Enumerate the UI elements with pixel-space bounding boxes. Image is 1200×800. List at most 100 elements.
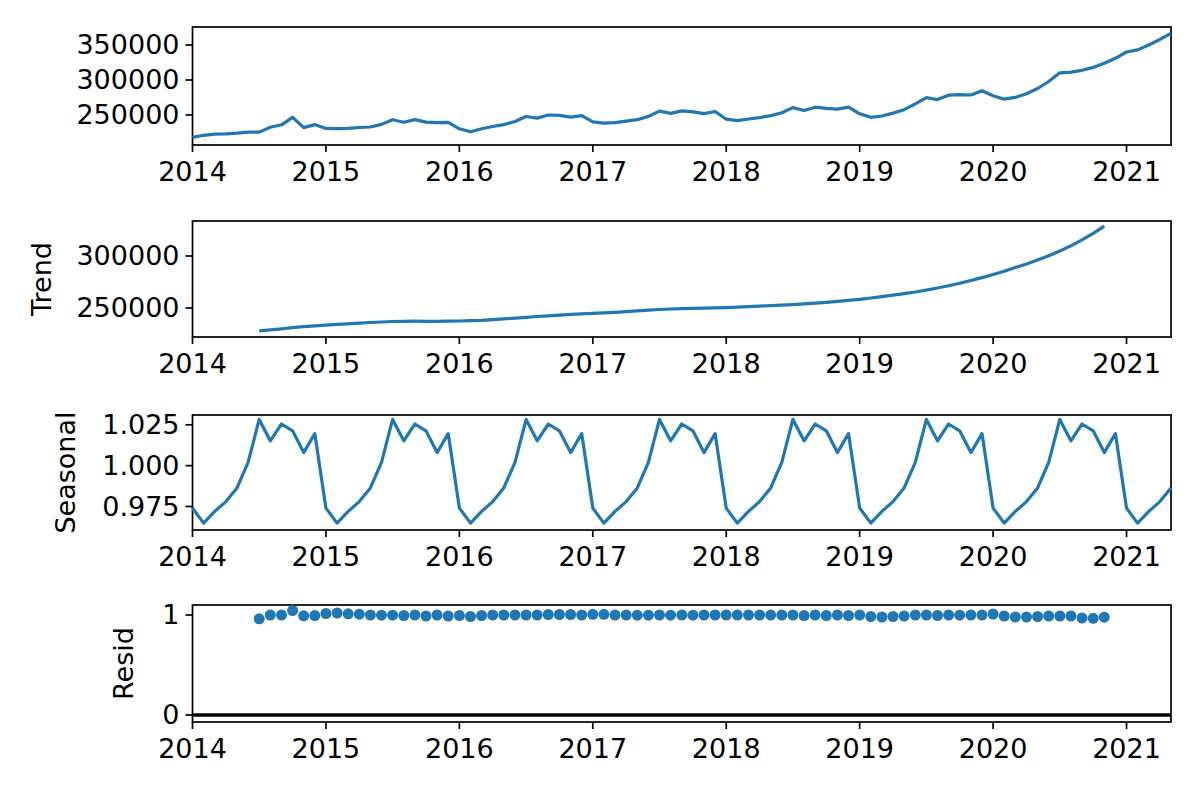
resid-point [876,612,887,623]
y-tick-label: 250000 [76,99,179,130]
resid-point [443,611,454,622]
x-tick-label: 2017 [558,348,627,379]
y-tick-label: 250000 [76,292,179,323]
x-tick-label: 2015 [292,348,361,379]
x-tick-label: 2020 [959,156,1028,187]
x-tick-label: 2021 [1092,541,1161,572]
resid-point [1077,613,1088,624]
resid-points [193,605,1172,715]
resid-point [810,610,821,621]
resid-point [1010,612,1021,623]
resid-point [821,610,832,621]
x-tick-label: 2018 [692,541,761,572]
resid-point [854,610,865,621]
resid-point [565,609,576,620]
resid-point [1065,611,1076,622]
plot-area [193,605,1172,722]
resid-point [754,610,765,621]
y-axis-ticks: 0.9751.0001.025 [102,409,192,522]
x-axis-ticks: 20142015201620172018201920202021 [158,722,1161,764]
resid-point [665,610,676,621]
resid-point [999,611,1010,622]
y-tick-label: 0.975 [102,491,179,522]
x-tick-label: 2016 [425,156,494,187]
resid-point [1054,611,1065,622]
resid-point [710,610,721,621]
x-tick-label: 2016 [425,348,494,379]
resid-point [409,610,420,621]
x-tick-label: 2019 [825,348,894,379]
resid-point [776,610,787,621]
x-tick-label: 2020 [959,348,1028,379]
x-tick-label: 2014 [158,733,227,764]
resid-point [465,611,476,622]
x-tick-label: 2014 [158,348,227,379]
resid-point [1088,613,1099,624]
resid-point [621,610,632,621]
x-tick-label: 2021 [1092,156,1161,187]
resid-point [354,609,365,620]
y-tick-label: 0 [162,699,179,730]
resid-point [510,610,521,621]
x-axis-ticks: 2014 2015 2016 2017 2018 2019 2020 2021 [158,337,1161,379]
resid-point [888,611,899,622]
resid-point [387,610,398,621]
y-axis-ticks: 250000300000350000 [76,29,192,130]
panel-seasonal: Seasonal 2014201520162017201820192020202… [50,409,1171,572]
panel-resid: Resid 20142015201620172018201920202021 0… [108,599,1171,764]
resid-point [743,610,754,621]
y-tick-label: 300000 [76,240,179,271]
observed-line [193,33,1172,137]
resid-point [699,610,710,621]
x-tick-label: 2014 [158,156,227,187]
resid-point [932,610,943,621]
resid-point [832,610,843,621]
x-tick-label: 2017 [558,156,627,187]
resid-point [977,610,988,621]
panel-trend: Trend 2014 2015 2016 2017 2018 2019 2020 2021 2… [26,221,1171,379]
resid-point [954,610,965,621]
resid-point [287,605,298,616]
x-tick-label: 2018 [692,348,761,379]
x-axis-ticks: 20142015201620172018201920202021 [158,145,1161,187]
x-tick-label: 2020 [959,733,1028,764]
x-tick-label: 2015 [292,541,361,572]
y-axis-label: Resid [108,627,139,700]
x-tick-label: 2017 [558,733,627,764]
y-tick-label: 350000 [76,29,179,60]
y-tick-label: 1 [162,599,179,630]
seasonal-line [193,419,1172,523]
resid-point [576,610,587,621]
resid-point [1021,612,1032,623]
resid-point [332,608,343,619]
x-tick-label: 2015 [292,733,361,764]
x-axis-ticks: 20142015201620172018201920202021 [158,530,1161,572]
seasonal-polyline [193,419,1172,523]
resid-point [376,610,387,621]
resid-point [643,610,654,621]
x-tick-label: 2019 [825,733,894,764]
resid-point [632,610,643,621]
x-tick-label: 2021 [1092,348,1161,379]
x-tick-label: 2015 [292,156,361,187]
resid-point [487,610,498,621]
x-tick-label: 2019 [825,541,894,572]
resid-point [598,609,609,620]
resid-point [676,610,687,621]
x-tick-label: 2018 [692,733,761,764]
y-axis-label: Trend [26,242,57,317]
resid-point [432,610,443,621]
resid-point [943,610,954,621]
decomposition-chart: 20142015201620172018201920202021 2500003… [0,0,1200,800]
x-tick-label: 2019 [825,156,894,187]
resid-point [254,613,265,624]
resid-point [532,610,543,621]
resid-point [799,610,810,621]
resid-point [610,610,621,621]
resid-point [398,610,409,621]
resid-point [320,608,331,619]
panel-observed: 20142015201620172018201920202021 2500003… [76,27,1171,187]
resid-point [343,608,354,619]
resid-point [843,610,854,621]
resid-point [1043,611,1054,622]
